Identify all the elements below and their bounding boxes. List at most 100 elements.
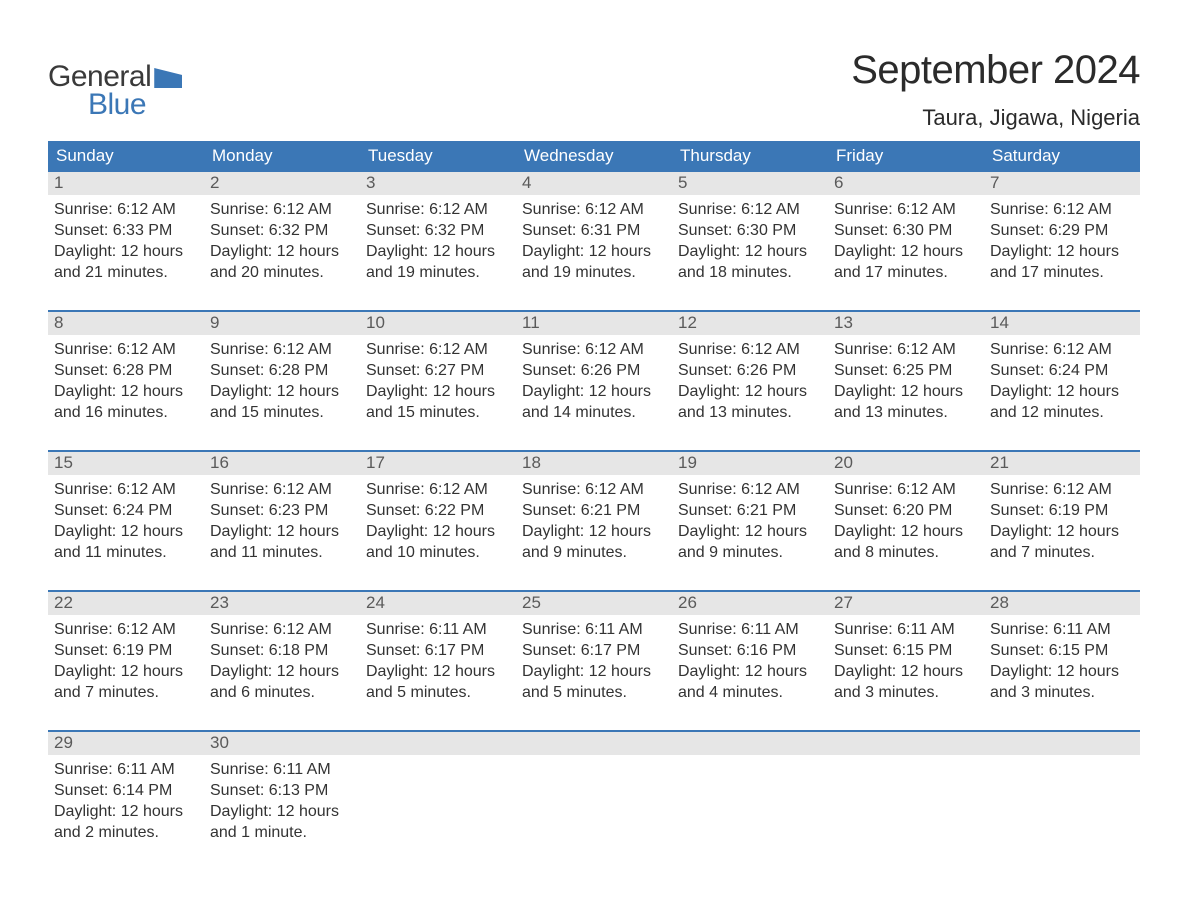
sunrise-line: Sunrise: 6:12 AM <box>522 339 666 360</box>
day-body: Sunrise: 6:12 AMSunset: 6:23 PMDaylight:… <box>204 475 360 571</box>
sunset-line: Sunset: 6:32 PM <box>210 220 354 241</box>
week-row: 22Sunrise: 6:12 AMSunset: 6:19 PMDayligh… <box>48 590 1140 720</box>
daylight-line: Daylight: 12 hours and 20 minutes. <box>210 241 354 283</box>
day-body: Sunrise: 6:12 AMSunset: 6:25 PMDaylight:… <box>828 335 984 431</box>
day-cell: 22Sunrise: 6:12 AMSunset: 6:19 PMDayligh… <box>48 592 204 720</box>
day-number: 29 <box>48 732 204 755</box>
sunrise-line: Sunrise: 6:12 AM <box>210 619 354 640</box>
day-number: 2 <box>204 172 360 195</box>
day-body: Sunrise: 6:12 AMSunset: 6:28 PMDaylight:… <box>204 335 360 431</box>
day-cell: 30Sunrise: 6:11 AMSunset: 6:13 PMDayligh… <box>204 732 360 860</box>
sunrise-line: Sunrise: 6:12 AM <box>54 339 198 360</box>
day-number: 22 <box>48 592 204 615</box>
sunset-line: Sunset: 6:16 PM <box>678 640 822 661</box>
day-body: Sunrise: 6:12 AMSunset: 6:27 PMDaylight:… <box>360 335 516 431</box>
day-number: 24 <box>360 592 516 615</box>
day-body: Sunrise: 6:11 AMSunset: 6:13 PMDaylight:… <box>204 755 360 851</box>
day-cell: 8Sunrise: 6:12 AMSunset: 6:28 PMDaylight… <box>48 312 204 440</box>
day-body: Sunrise: 6:12 AMSunset: 6:28 PMDaylight:… <box>48 335 204 431</box>
daylight-line: Daylight: 12 hours and 15 minutes. <box>366 381 510 423</box>
sunset-line: Sunset: 6:23 PM <box>210 500 354 521</box>
week-row: 15Sunrise: 6:12 AMSunset: 6:24 PMDayligh… <box>48 450 1140 580</box>
week-spacer <box>48 720 1140 730</box>
day-body: Sunrise: 6:12 AMSunset: 6:30 PMDaylight:… <box>828 195 984 291</box>
sunrise-line: Sunrise: 6:12 AM <box>54 619 198 640</box>
header-wednesday: Wednesday <box>516 141 672 172</box>
day-cell: 15Sunrise: 6:12 AMSunset: 6:24 PMDayligh… <box>48 452 204 580</box>
day-cell <box>984 732 1140 860</box>
week-row: 29Sunrise: 6:11 AMSunset: 6:14 PMDayligh… <box>48 730 1140 860</box>
day-number: 13 <box>828 312 984 335</box>
day-body: Sunrise: 6:12 AMSunset: 6:21 PMDaylight:… <box>672 475 828 571</box>
sunset-line: Sunset: 6:19 PM <box>54 640 198 661</box>
sunrise-line: Sunrise: 6:12 AM <box>678 339 822 360</box>
day-cell: 4Sunrise: 6:12 AMSunset: 6:31 PMDaylight… <box>516 172 672 300</box>
daylight-line: Daylight: 12 hours and 5 minutes. <box>366 661 510 703</box>
daylight-line: Daylight: 12 hours and 14 minutes. <box>522 381 666 423</box>
sunrise-line: Sunrise: 6:12 AM <box>210 479 354 500</box>
day-cell: 18Sunrise: 6:12 AMSunset: 6:21 PMDayligh… <box>516 452 672 580</box>
day-body: Sunrise: 6:12 AMSunset: 6:24 PMDaylight:… <box>48 475 204 571</box>
day-number: 8 <box>48 312 204 335</box>
day-cell: 24Sunrise: 6:11 AMSunset: 6:17 PMDayligh… <box>360 592 516 720</box>
day-cell <box>828 732 984 860</box>
day-cell: 13Sunrise: 6:12 AMSunset: 6:25 PMDayligh… <box>828 312 984 440</box>
sunset-line: Sunset: 6:24 PM <box>990 360 1134 381</box>
day-body: Sunrise: 6:12 AMSunset: 6:19 PMDaylight:… <box>48 615 204 711</box>
day-body: Sunrise: 6:12 AMSunset: 6:30 PMDaylight:… <box>672 195 828 291</box>
sunset-line: Sunset: 6:18 PM <box>210 640 354 661</box>
daylight-line: Daylight: 12 hours and 12 minutes. <box>990 381 1134 423</box>
sunset-line: Sunset: 6:30 PM <box>834 220 978 241</box>
sunrise-line: Sunrise: 6:12 AM <box>366 199 510 220</box>
sunrise-line: Sunrise: 6:12 AM <box>210 339 354 360</box>
day-cell: 7Sunrise: 6:12 AMSunset: 6:29 PMDaylight… <box>984 172 1140 300</box>
sunset-line: Sunset: 6:17 PM <box>522 640 666 661</box>
sunrise-line: Sunrise: 6:11 AM <box>522 619 666 640</box>
day-number: 23 <box>204 592 360 615</box>
day-cell: 1Sunrise: 6:12 AMSunset: 6:33 PMDaylight… <box>48 172 204 300</box>
sunrise-line: Sunrise: 6:12 AM <box>678 479 822 500</box>
sunrise-line: Sunrise: 6:12 AM <box>834 479 978 500</box>
calendar-header-row: Sunday Monday Tuesday Wednesday Thursday… <box>48 141 1140 172</box>
sunset-line: Sunset: 6:22 PM <box>366 500 510 521</box>
daylight-line: Daylight: 12 hours and 17 minutes. <box>834 241 978 283</box>
day-number: 27 <box>828 592 984 615</box>
sunset-line: Sunset: 6:28 PM <box>54 360 198 381</box>
sunrise-line: Sunrise: 6:11 AM <box>210 759 354 780</box>
day-number: 18 <box>516 452 672 475</box>
daylight-line: Daylight: 12 hours and 11 minutes. <box>210 521 354 563</box>
sunrise-line: Sunrise: 6:12 AM <box>834 339 978 360</box>
sunrise-line: Sunrise: 6:12 AM <box>834 199 978 220</box>
day-number: 19 <box>672 452 828 475</box>
day-cell <box>672 732 828 860</box>
sunrise-line: Sunrise: 6:12 AM <box>522 479 666 500</box>
day-number: 26 <box>672 592 828 615</box>
day-body: Sunrise: 6:12 AMSunset: 6:29 PMDaylight:… <box>984 195 1140 291</box>
day-number: 11 <box>516 312 672 335</box>
logo: General Blue <box>48 48 182 122</box>
daylight-line: Daylight: 12 hours and 18 minutes. <box>678 241 822 283</box>
day-body: Sunrise: 6:12 AMSunset: 6:31 PMDaylight:… <box>516 195 672 291</box>
sunset-line: Sunset: 6:14 PM <box>54 780 198 801</box>
sunset-line: Sunset: 6:21 PM <box>678 500 822 521</box>
sunrise-line: Sunrise: 6:12 AM <box>210 199 354 220</box>
day-cell: 10Sunrise: 6:12 AMSunset: 6:27 PMDayligh… <box>360 312 516 440</box>
day-cell: 27Sunrise: 6:11 AMSunset: 6:15 PMDayligh… <box>828 592 984 720</box>
week-row: 1Sunrise: 6:12 AMSunset: 6:33 PMDaylight… <box>48 172 1140 300</box>
flag-icon <box>154 68 182 88</box>
day-body: Sunrise: 6:11 AMSunset: 6:15 PMDaylight:… <box>828 615 984 711</box>
day-cell: 2 Sunrise: 6:12 AMSunset: 6:32 PMDaylight… <box>204 172 360 300</box>
sunset-line: Sunset: 6:13 PM <box>210 780 354 801</box>
sunset-line: Sunset: 6:28 PM <box>210 360 354 381</box>
sunrise-line: Sunrise: 6:12 AM <box>54 199 198 220</box>
sunrise-line: Sunrise: 6:11 AM <box>834 619 978 640</box>
day-number: 4 <box>516 172 672 195</box>
day-number-empty <box>984 732 1140 755</box>
day-number: 14 <box>984 312 1140 335</box>
sunrise-line: Sunrise: 6:11 AM <box>366 619 510 640</box>
day-number: 7 <box>984 172 1140 195</box>
header-monday: Monday <box>204 141 360 172</box>
sunset-line: Sunset: 6:15 PM <box>990 640 1134 661</box>
daylight-line: Daylight: 12 hours and 9 minutes. <box>522 521 666 563</box>
day-number: 20 <box>828 452 984 475</box>
